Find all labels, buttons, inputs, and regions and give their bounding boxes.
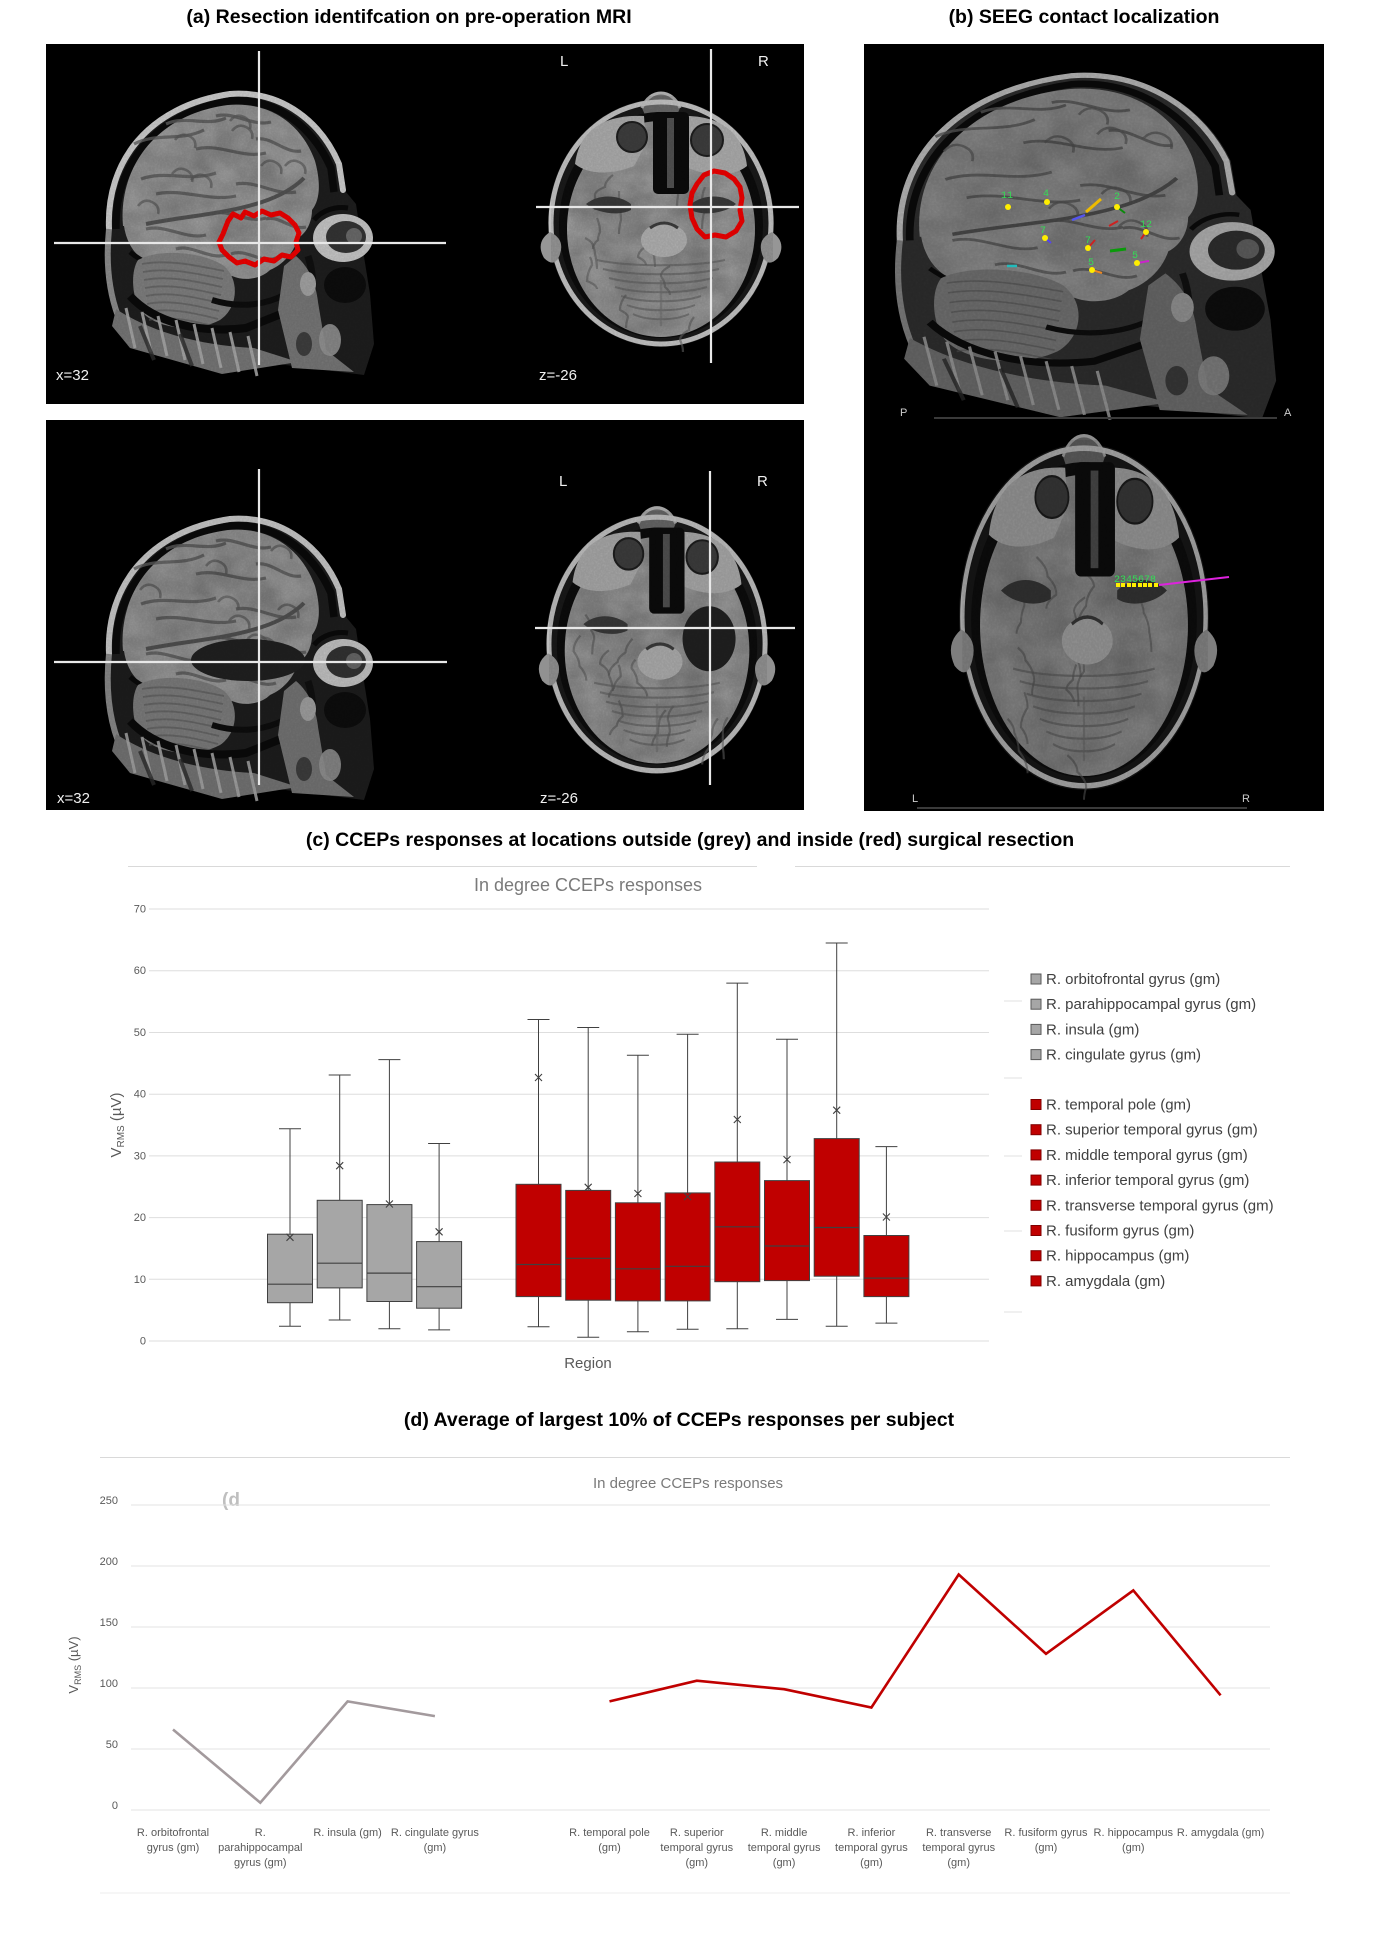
svg-text:R. insula (gm): R. insula (gm) (313, 1827, 381, 1839)
svg-text:L: L (559, 473, 567, 490)
svg-text:R. middle temporal gyrus (gm): R. middle temporal gyrus (gm) (1046, 1147, 1248, 1164)
svg-text:R. hippocampus (gm): R. hippocampus (gm) (1046, 1248, 1189, 1265)
svg-text:0: 0 (140, 1336, 146, 1348)
svg-text:R. fusiform gyrus: R. fusiform gyrus (1004, 1827, 1088, 1839)
svg-text:R. parahippocampal gyrus (gm): R. parahippocampal gyrus (gm) (1046, 996, 1256, 1013)
svg-text:temporal gyrus: temporal gyrus (922, 1842, 995, 1854)
svg-text:0: 0 (112, 1800, 118, 1812)
svg-text:R. insula (gm): R. insula (gm) (1046, 1021, 1139, 1038)
svg-text:R. temporal pole (gm): R. temporal pole (gm) (1046, 1097, 1191, 1114)
svg-text:R. inferior: R. inferior (848, 1827, 896, 1839)
svg-text:10: 10 (134, 1274, 146, 1286)
svg-text:P: P (900, 407, 907, 419)
svg-text:4: 4 (1043, 189, 1049, 200)
svg-text:30: 30 (134, 1150, 146, 1162)
svg-text:R.: R. (255, 1827, 266, 1839)
svg-text:VRMS (µV): VRMS (µV) (66, 1636, 83, 1693)
svg-text:x=32: x=32 (57, 790, 90, 807)
svg-text:100: 100 (100, 1678, 118, 1690)
svg-text:gyrus (gm): gyrus (gm) (234, 1857, 287, 1869)
svg-text:gyrus (gm): gyrus (gm) (147, 1842, 200, 1854)
svg-text:60: 60 (134, 965, 146, 977)
svg-text:R. orbitofrontal gyrus (gm): R. orbitofrontal gyrus (gm) (1046, 971, 1220, 988)
svg-text:7: 7 (1040, 226, 1046, 237)
svg-text:x=32: x=32 (56, 367, 89, 384)
svg-text:5: 5 (1132, 251, 1138, 262)
svg-text:R. fusiform gyrus (gm): R. fusiform gyrus (gm) (1046, 1223, 1194, 1240)
svg-text:R: R (757, 473, 768, 490)
svg-text:R. amygdala (gm): R. amygdala (gm) (1046, 1273, 1165, 1290)
svg-text:In degree CCEPs responses: In degree CCEPs responses (593, 1475, 783, 1492)
svg-text:temporal gyrus: temporal gyrus (748, 1842, 821, 1854)
svg-text:20: 20 (134, 1212, 146, 1224)
svg-text:11: 11 (1001, 191, 1013, 202)
svg-text:40: 40 (134, 1089, 146, 1101)
svg-text:(gm): (gm) (860, 1857, 883, 1869)
svg-text:temporal gyrus: temporal gyrus (835, 1842, 908, 1854)
svg-text:In degree CCEPs responses: In degree CCEPs responses (474, 875, 702, 895)
svg-text:(gm): (gm) (685, 1857, 708, 1869)
svg-text:250: 250 (100, 1495, 118, 1507)
svg-text:z=-26: z=-26 (540, 790, 578, 807)
svg-text:R. temporal pole: R. temporal pole (569, 1827, 650, 1839)
svg-text:R. orbitofrontal: R. orbitofrontal (137, 1827, 209, 1839)
svg-text:R. superior temporal gyrus (gm: R. superior temporal gyrus (gm) (1046, 1122, 1258, 1139)
svg-text:VRMS (µV): VRMS (µV) (108, 1092, 127, 1157)
svg-text:70: 70 (134, 904, 146, 916)
svg-text:temporal gyrus: temporal gyrus (660, 1842, 733, 1854)
svg-text:R. cingulate gyrus (gm): R. cingulate gyrus (gm) (1046, 1047, 1201, 1064)
svg-text:R: R (1242, 793, 1250, 805)
svg-text:7: 7 (1085, 236, 1091, 247)
svg-text:50: 50 (134, 1027, 146, 1039)
svg-text:R. cingulate gyrus: R. cingulate gyrus (391, 1827, 480, 1839)
svg-text:A: A (1284, 407, 1292, 419)
svg-text:(gm): (gm) (424, 1842, 447, 1854)
svg-text:parahippocampal: parahippocampal (218, 1842, 302, 1854)
svg-text:R. transverse: R. transverse (926, 1827, 991, 1839)
svg-text:R: R (758, 53, 769, 70)
svg-text:(gm): (gm) (1035, 1842, 1058, 1854)
svg-text:L: L (560, 53, 568, 70)
svg-text:2: 2 (1114, 192, 1120, 203)
svg-text:(gm): (gm) (947, 1857, 970, 1869)
svg-text:(d: (d (222, 1490, 240, 1511)
svg-text:L: L (912, 793, 918, 805)
svg-text:z=-26: z=-26 (539, 367, 577, 384)
svg-text:2345678: 2345678 (1114, 575, 1156, 586)
svg-text:R. inferior temporal gyrus (gm: R. inferior temporal gyrus (gm) (1046, 1172, 1249, 1189)
svg-text:R. transverse temporal gyrus (: R. transverse temporal gyrus (gm) (1046, 1197, 1274, 1214)
svg-text:150: 150 (100, 1617, 118, 1629)
svg-text:5: 5 (1088, 258, 1094, 269)
svg-text:200: 200 (100, 1556, 118, 1568)
svg-text:R. middle: R. middle (761, 1827, 807, 1839)
svg-text:R. superior: R. superior (670, 1827, 724, 1839)
svg-text:12: 12 (1140, 220, 1152, 231)
svg-text:R. hippocampus: R. hippocampus (1094, 1827, 1174, 1839)
svg-text:R. amygdala (gm): R. amygdala (gm) (1177, 1827, 1264, 1839)
svg-text:(gm): (gm) (598, 1842, 621, 1854)
svg-text:(gm): (gm) (773, 1857, 796, 1869)
svg-text:Region: Region (564, 1355, 612, 1372)
svg-text:(gm): (gm) (1122, 1842, 1145, 1854)
svg-text:50: 50 (106, 1739, 118, 1751)
